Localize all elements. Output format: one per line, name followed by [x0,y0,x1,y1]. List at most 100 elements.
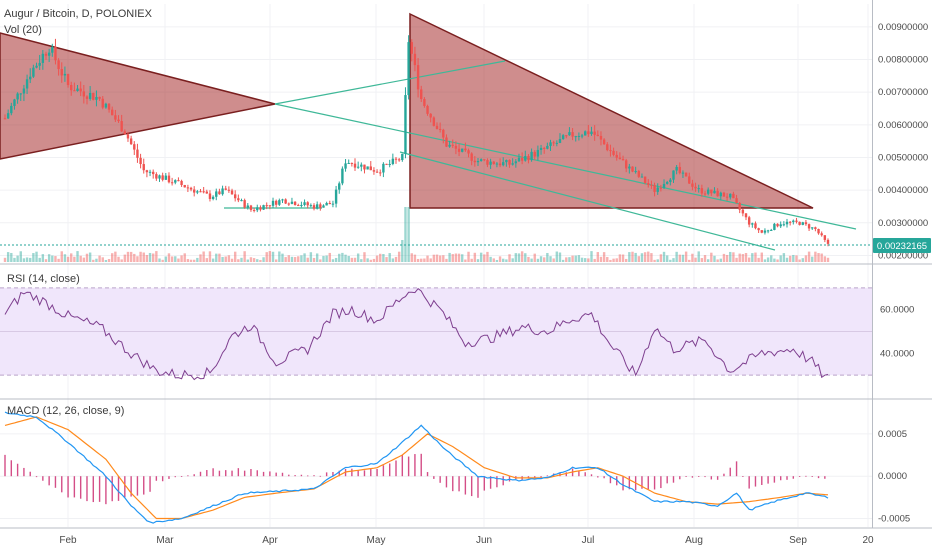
candle-body [517,157,521,162]
macd-histogram-bar [92,476,94,503]
candle-body [341,168,344,184]
macd-histogram-bar [653,476,656,490]
candle-body [543,147,546,149]
candle-body [63,73,67,76]
left-triangle-pattern[interactable] [0,32,276,160]
macd-histogram-bar [218,470,221,477]
macd-histogram-bar [168,476,170,479]
candle-body [688,176,691,184]
volume-bar [502,258,505,262]
candle-body [653,185,656,192]
volume-bar [416,258,420,262]
candle-body [804,222,808,225]
candle-body [240,200,243,202]
macd-histogram-bar [723,473,725,477]
volume-bar [517,253,521,262]
volume-bar [684,251,688,262]
volume-bar [85,253,89,262]
volume-bar [183,253,186,262]
volume-bar [54,256,57,262]
volume-bar [426,255,429,262]
candle-body [126,134,130,139]
candle-body [527,156,530,161]
volume-bar [388,253,391,262]
volume-bar [744,253,748,262]
candle-body [155,174,158,179]
candle-body [602,139,606,145]
candle-body [785,221,789,225]
volume-bar [524,253,527,262]
candle-body [410,42,413,54]
candle-body [615,154,618,158]
volume-bar [495,259,499,262]
candle-body [60,69,63,76]
macd-histogram-bar [597,476,599,478]
volume-bar [38,257,41,262]
candle-body [230,190,234,195]
price-axis[interactable]: 0.00900000 0.00800000 0.00700000 0.00600000… [878,22,928,262]
volume-bar [237,259,240,262]
candle-body [129,138,133,145]
macd-axis[interactable]: 0.0005 0.0000 -0.0005 [878,429,910,525]
macd-histogram-bar [672,476,675,483]
time-axis[interactable]: Feb Mar Apr May Jun Jul Aug Sep 20 [59,535,874,546]
volume-bar [773,258,776,262]
volume-bar [309,252,313,262]
candle-body [82,91,86,97]
time-tick-label: Feb [59,535,77,546]
macd-histogram-bar [735,461,738,477]
candle-body [394,158,398,160]
volume-bar [438,255,442,262]
macd-histogram-bar [300,474,303,477]
volume-bar [596,252,600,262]
candle-body [148,171,152,173]
trendline-upper-descending[interactable] [274,103,857,230]
volume-bar [602,252,606,262]
macd-histogram-bar [489,476,492,489]
volume-bar [145,255,149,262]
volume-bar [476,259,480,262]
candle-body [79,88,82,92]
rsi-axis[interactable]: 60.0000 40.0000 [880,305,914,360]
candle-body [442,129,445,138]
volume-bar [593,258,596,262]
trendline-lower-descending[interactable] [399,151,776,251]
candle-body [413,53,417,66]
volume-bar [688,259,691,262]
macd-histogram-bar [477,476,479,498]
candle-body [19,93,22,95]
candle-body [574,136,577,138]
rsi-legend: RSI (14, close) [7,273,80,285]
volume-bar [338,253,341,262]
volume-bar [186,259,190,262]
candle-body [735,198,738,204]
macd-histogram-bar [540,476,542,478]
trendline-support-rising[interactable] [274,60,506,105]
rsi-line [4,288,829,381]
volume-bar [47,254,51,262]
volume-bar [770,255,773,262]
candle-body [498,163,502,166]
last-price-tag: 0.00232165 [873,238,931,253]
candle-body [423,99,426,106]
candle-body [356,166,360,168]
volume-bar [303,253,306,262]
volume-bar [401,240,404,262]
candle-body [662,183,666,188]
candle-body [189,187,193,190]
price-tick-label: 0.00200000 [878,250,928,261]
candle-body [224,188,227,190]
volume-bar [747,257,751,262]
volume-bar [568,257,571,262]
volume-bar [196,257,199,262]
volume-bar [57,258,60,262]
volume-bar [164,256,168,262]
right-triangle-pattern[interactable] [409,12,814,209]
volume-bar [514,253,518,262]
price-tick-label: 0.00600000 [878,120,928,131]
volume-bar [215,253,218,262]
macd-histogram-bar [817,476,820,479]
candle-body [319,204,322,208]
candlesticks [3,35,830,247]
